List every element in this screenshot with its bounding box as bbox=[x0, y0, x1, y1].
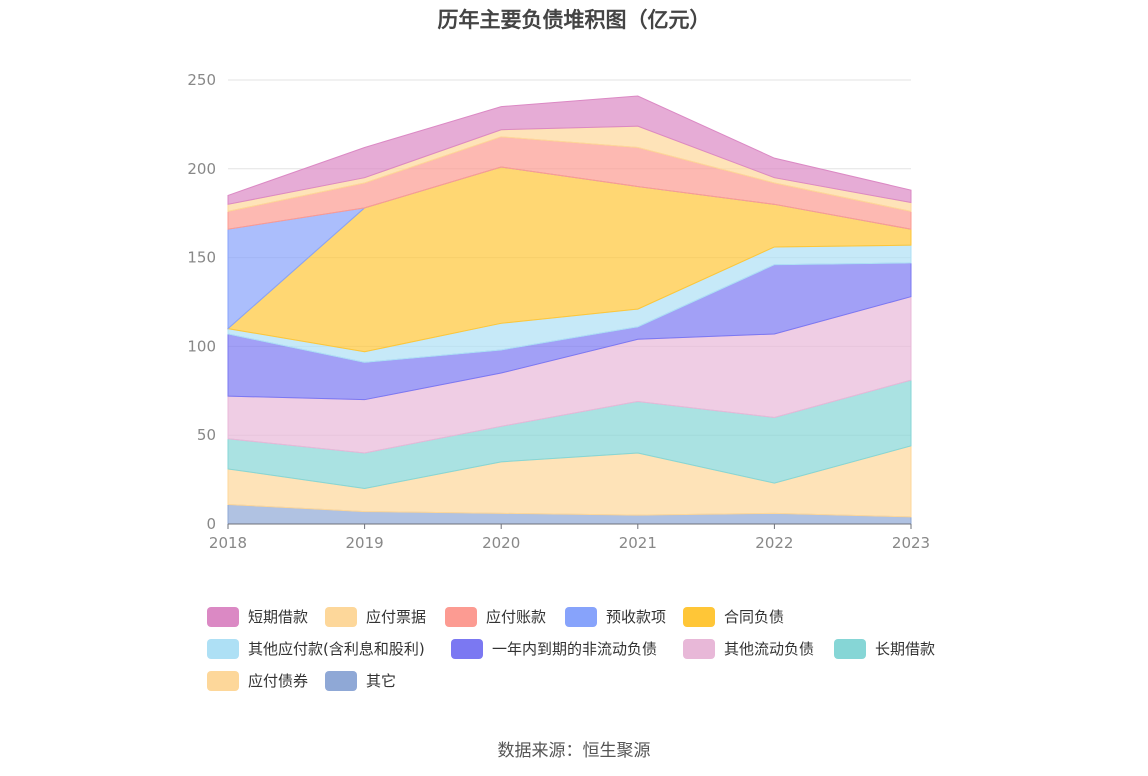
legend-item[interactable]: 其他流动负债 bbox=[683, 638, 814, 659]
legend-item[interactable]: 预收款项 bbox=[565, 606, 666, 627]
x-tick-label: 2019 bbox=[346, 534, 384, 552]
x-tick-label: 2018 bbox=[209, 534, 247, 552]
x-tick-label: 2021 bbox=[619, 534, 657, 552]
stacked-area-chart: 0 50 100 150 200 250 2018 2019 2020 2021 2022 2023 bbox=[187, 71, 930, 552]
data-source: 数据来源：恒生聚源 bbox=[497, 741, 651, 761]
legend-label: 预收款项 bbox=[606, 608, 667, 626]
y-tick-label: 150 bbox=[187, 249, 216, 267]
legend-swatch bbox=[207, 606, 239, 627]
legend-swatch bbox=[445, 606, 477, 627]
x-tick-label: 2022 bbox=[755, 534, 793, 552]
legend-swatch bbox=[451, 638, 483, 659]
legend-item[interactable]: 应付账款 bbox=[445, 606, 546, 627]
y-tick-label: 200 bbox=[187, 160, 216, 178]
area-series bbox=[227, 95, 912, 205]
axes: 0 50 100 150 200 250 2018 2019 2020 2021 2022 2023 bbox=[187, 71, 930, 552]
area-series bbox=[226, 95, 912, 525]
legend-swatch bbox=[207, 638, 239, 659]
y-tick-label: 250 bbox=[187, 71, 216, 89]
y-tick-label: 100 bbox=[187, 337, 216, 355]
legend-swatch bbox=[683, 606, 715, 627]
legend-swatch bbox=[325, 670, 357, 691]
chart-title: 历年主要负债堆积图（亿元） bbox=[437, 8, 711, 32]
legend-item[interactable]: 应付票据 bbox=[325, 606, 426, 627]
legend-label: 长期借款 bbox=[875, 640, 936, 658]
y-tick-label: 50 bbox=[197, 426, 216, 444]
legend-label: 应付债券 bbox=[248, 672, 309, 690]
legend-item[interactable]: 其他应付款(含利息和股利) bbox=[207, 638, 425, 659]
legend-item[interactable]: 应付债券 bbox=[207, 670, 308, 691]
legend-swatch bbox=[325, 606, 357, 627]
legend-swatch bbox=[834, 638, 866, 659]
legend-label: 短期借款 bbox=[248, 608, 309, 626]
legend-swatch bbox=[565, 606, 597, 627]
legend-item[interactable]: 长期借款 bbox=[834, 638, 935, 659]
legend-swatch bbox=[207, 670, 239, 691]
legend-label: 应付票据 bbox=[366, 608, 427, 626]
legend-swatch bbox=[683, 638, 715, 659]
legend-label: 一年内到期的非流动负债 bbox=[492, 640, 658, 658]
legend-label: 其它 bbox=[366, 672, 397, 690]
legend-item[interactable]: 一年内到期的非流动负债 bbox=[451, 638, 657, 659]
x-tick-label: 2020 bbox=[482, 534, 520, 552]
legend-item[interactable]: 合同负债 bbox=[683, 606, 784, 627]
legend-label: 其他应付款(含利息和股利) bbox=[248, 640, 425, 658]
legend-label: 合同负债 bbox=[724, 608, 785, 626]
x-tick-label: 2023 bbox=[892, 534, 930, 552]
legend-label: 应付账款 bbox=[486, 608, 547, 626]
legend-item[interactable]: 其它 bbox=[325, 670, 396, 691]
legend-item[interactable]: 短期借款 bbox=[207, 606, 308, 627]
legend-label: 其他流动负债 bbox=[724, 640, 815, 658]
y-tick-label: 0 bbox=[206, 515, 216, 533]
